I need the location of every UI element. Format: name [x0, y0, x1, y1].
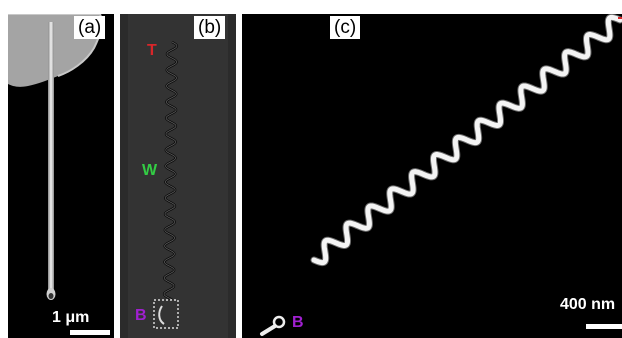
panel-a: (a) 1 μm — [8, 14, 114, 338]
panel-b: (b) T W B — [120, 14, 236, 338]
scale-label-a: 1 μm — [52, 309, 90, 326]
marker-B-c: B — [292, 314, 304, 331]
helix-wire-b-highlight — [163, 41, 178, 301]
helix-wire-c — [311, 14, 622, 266]
scale-bar-c — [586, 324, 622, 329]
sem-image-a — [8, 14, 103, 300]
marker-T: T — [147, 42, 157, 59]
scale-label-c: 400 nm — [560, 296, 616, 313]
nanowire-rod — [48, 22, 54, 292]
panel-a-tag: (a) — [74, 16, 106, 39]
panel-c-tag: (c) — [330, 16, 361, 39]
marker-W: W — [142, 162, 158, 179]
marker-B: B — [135, 307, 147, 324]
panel-c: (c) B 400 nm — [242, 14, 622, 338]
sem-image-c — [260, 14, 622, 336]
dotted-selection-box — [153, 299, 179, 329]
scale-bar-a — [70, 330, 110, 335]
panel-b-tag: (b) — [194, 16, 226, 39]
sem-image-b — [120, 14, 236, 338]
